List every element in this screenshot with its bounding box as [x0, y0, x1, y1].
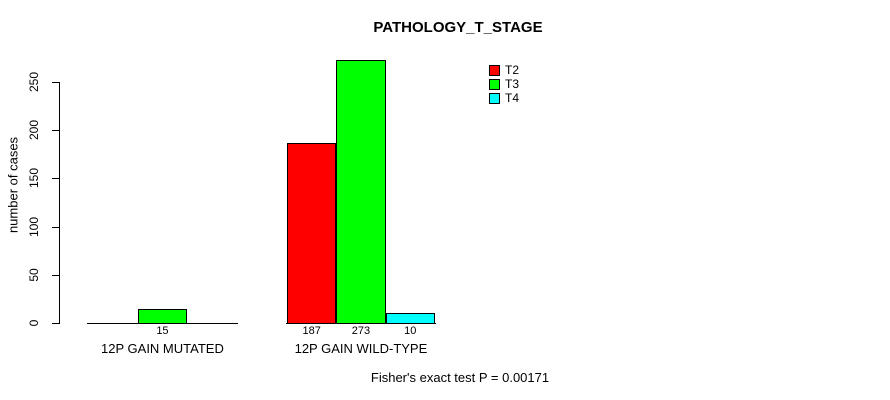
y-tick-mark [52, 323, 59, 324]
y-tick-label: 0 [27, 319, 41, 327]
bar-value-label: 10 [404, 325, 417, 337]
y-axis-line [59, 82, 60, 324]
bar-value-label: 273 [351, 325, 371, 337]
bar-T4 [385, 313, 435, 324]
y-axis-label: number of cases [5, 136, 21, 234]
legend-item: T4 [489, 92, 519, 104]
x-category-label: 12P GAIN MUTATED [101, 341, 224, 356]
legend-item: T2 [489, 64, 519, 76]
y-tick-label: 150 [27, 167, 41, 189]
y-tick-label: 50 [27, 268, 41, 282]
bar-T3 [336, 59, 386, 324]
bar-T2 [287, 142, 337, 324]
legend-label: T4 [505, 91, 520, 105]
legend-label: T2 [505, 63, 520, 77]
y-tick-label: 200 [27, 119, 41, 141]
bar-value-label: 15 [156, 325, 169, 337]
y-tick-mark [52, 227, 59, 228]
legend-label: T3 [505, 77, 520, 91]
chart-title: PATHOLOGY_T_STAGE [373, 19, 543, 36]
legend-swatch-icon [489, 92, 500, 104]
y-tick-mark [52, 275, 59, 276]
y-tick-label: 100 [27, 216, 41, 238]
legend-swatch-icon [489, 78, 500, 90]
footnote: Fisher's exact test P = 0.00171 [370, 370, 550, 385]
y-tick-mark [52, 82, 59, 83]
y-tick-mark [52, 130, 59, 131]
y-tick-label: 250 [27, 71, 41, 93]
legend-item: T3 [489, 78, 519, 90]
bar-T3 [137, 308, 188, 324]
y-tick-mark [52, 178, 59, 179]
x-category-label: 12P GAIN WILD-TYPE [294, 341, 428, 356]
legend-swatch-icon [489, 64, 500, 76]
bar-value-label: 187 [302, 325, 321, 337]
